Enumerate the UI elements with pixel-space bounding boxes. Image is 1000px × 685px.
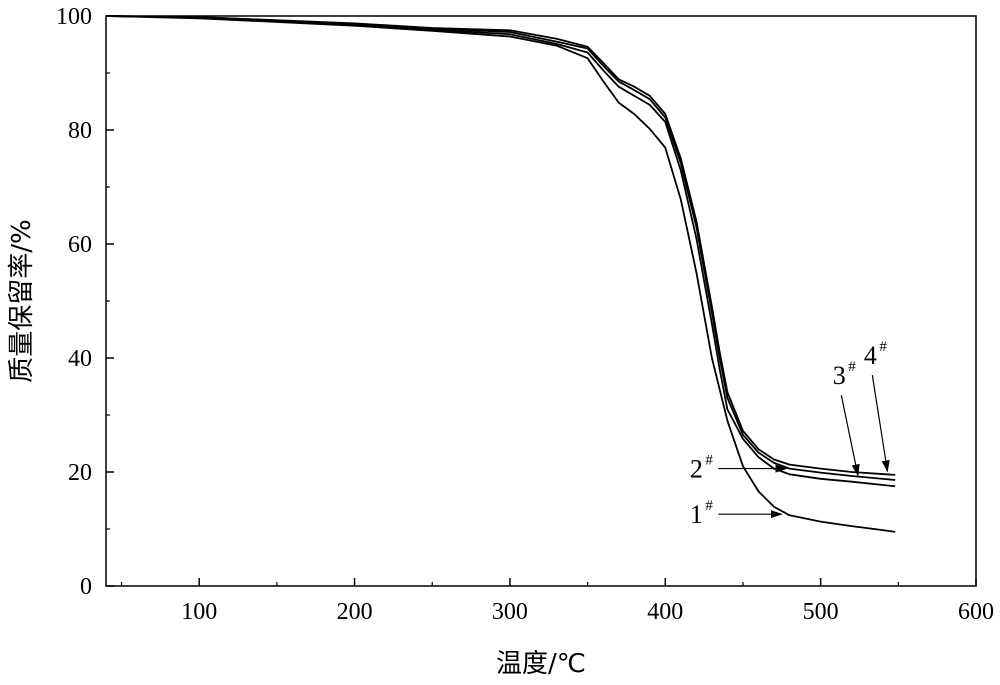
series-arrow-3: [840, 394, 860, 477]
y-tick-label: 20: [68, 460, 92, 486]
series-annotations: 1 #2 #3 #4 #: [690, 339, 890, 529]
tick-labels: 100 200 300 400 500 600 0 20 40 60 80 100: [56, 4, 994, 625]
series-label-1: 1: [690, 500, 703, 529]
axis-ticks: [106, 15, 977, 587]
series-label-superscript: #: [705, 498, 713, 514]
series-label-2: 2: [690, 455, 703, 484]
series-line-2: [105, 15, 896, 488]
y-axis-title: 质量保留率/%: [7, 219, 37, 382]
series-label-superscript: #: [879, 339, 887, 355]
series-label-superscript: #: [848, 359, 856, 375]
x-tick-label: 300: [492, 599, 528, 625]
y-tick-label: 100: [56, 4, 92, 30]
series-label-4: 4: [864, 341, 877, 370]
series-lines: [105, 15, 896, 533]
series-arrow-4: [871, 375, 890, 473]
x-tick-label: 200: [337, 599, 373, 625]
y-tick-label: 40: [68, 346, 92, 372]
x-tick-label: 600: [958, 599, 994, 625]
y-tick-label: 0: [80, 574, 92, 600]
x-tick-label: 100: [181, 599, 217, 625]
x-axis-title: 温度/℃: [496, 649, 586, 679]
series-label-superscript: #: [705, 453, 713, 469]
plot-frame: [105, 15, 977, 587]
x-tick-label: 500: [803, 599, 839, 625]
series-line-3: [105, 15, 896, 481]
series-line-1: [105, 15, 896, 533]
y-tick-label: 60: [68, 232, 92, 258]
series-line-4: [105, 15, 896, 476]
x-tick-label: 400: [647, 599, 683, 625]
series-label-3: 3: [833, 361, 846, 390]
y-tick-label: 80: [68, 118, 92, 144]
